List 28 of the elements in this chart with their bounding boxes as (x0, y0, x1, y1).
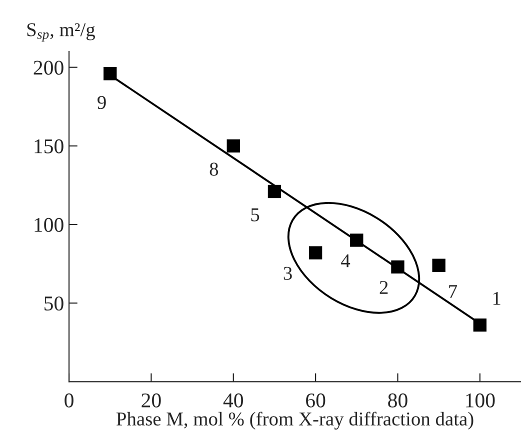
x-tick-label: 40 (223, 393, 244, 408)
y-tick-label: 200 (34, 60, 64, 75)
x-tick-label: 80 (388, 393, 408, 408)
annotation: 4 (341, 254, 350, 268)
point (432, 258, 446, 272)
point (391, 260, 404, 274)
point (350, 234, 364, 247)
annotation: 7 (449, 285, 458, 298)
y-tick-label: 150 (34, 139, 64, 154)
y-tick-label: 100 (34, 218, 64, 232)
y-tick-label: 50 (44, 296, 64, 311)
point (308, 246, 322, 260)
y-axis-title: S$_{sp}$, m²/g (27, 23, 95, 42)
x-tick-label: 0 (64, 393, 74, 408)
x-tick-label: 100 (466, 393, 495, 408)
point (226, 139, 240, 152)
x-axis-title: Phase M, mol % (from X-ray diffraction data) (116, 412, 474, 430)
point (268, 184, 282, 198)
point (473, 318, 486, 332)
x-tick-label: 20 (142, 393, 161, 408)
point (104, 67, 117, 80)
annotation: 1 (493, 292, 500, 305)
annotation: 3 (284, 266, 292, 280)
annotation: 2 (380, 280, 388, 294)
x-tick-label: 60 (306, 393, 326, 408)
annotation: 8 (210, 162, 218, 176)
annotation: 9 (98, 96, 106, 110)
annotation: 5 (251, 208, 260, 222)
